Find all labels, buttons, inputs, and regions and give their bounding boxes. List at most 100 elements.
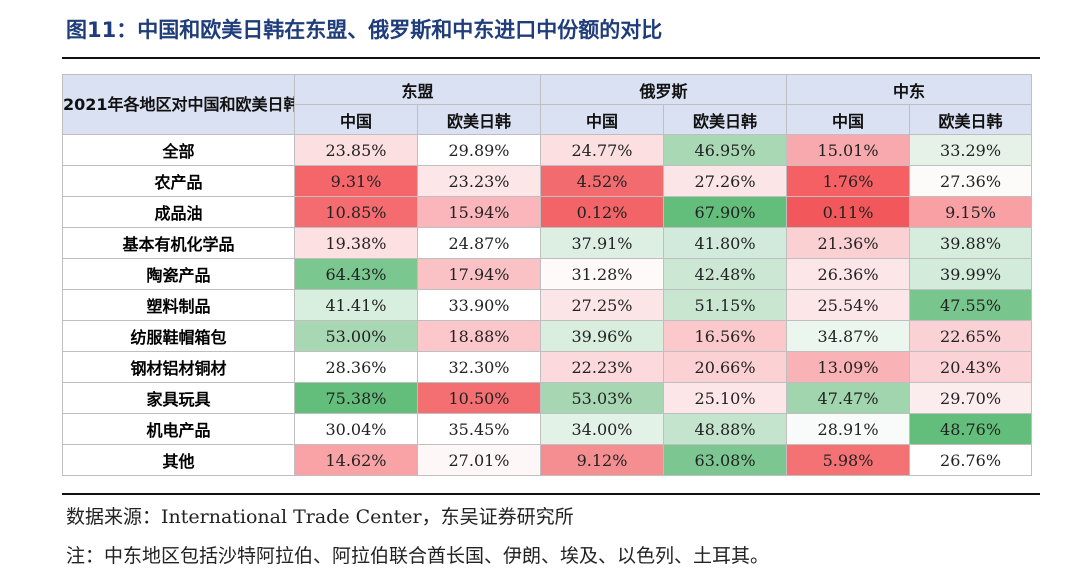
table-row: 机电产品 30.04% 35.45% 34.00% 48.88% 28.91% … [62, 413, 1033, 445]
table-row: 成品油 10.85% 15.94% 0.12% 67.90% 0.11% 9.1… [62, 196, 1033, 228]
share-cell: 10.85% [294, 196, 418, 228]
share-cell: 29.70% [909, 382, 1033, 414]
share-cell: 1.76% [786, 165, 911, 197]
share-cell: 51.15% [663, 289, 788, 321]
share-cell: 5.98% [786, 444, 911, 476]
top-rule [62, 57, 1040, 59]
share-cell: 35.45% [416, 413, 542, 445]
share-cell: 29.89% [416, 134, 542, 166]
row-label: 陶瓷产品 [62, 258, 295, 290]
share-cell: 4.52% [540, 165, 665, 197]
sub-header-row: 中国 欧美日韩 中国 欧美日韩 中国 欧美日韩 [63, 104, 1033, 135]
region-header-asean: 东盟 [293, 74, 542, 105]
share-cell: 37.91% [540, 227, 665, 259]
share-cell: 24.87% [416, 227, 542, 259]
sub-header-china: 中国 [294, 104, 418, 135]
share-cell: 27.36% [909, 165, 1033, 197]
region-header-row: 2021年各地区对中国和欧美日韩进口份额 东盟 俄罗斯 中东 [62, 74, 1033, 135]
share-cell: 30.04% [294, 413, 418, 445]
region-header-middle-east: 中东 [786, 74, 1033, 105]
share-cell: 19.38% [294, 227, 418, 259]
share-cell: 14.62% [294, 444, 418, 476]
share-cell: 48.88% [663, 413, 788, 445]
share-cell: 9.15% [909, 196, 1033, 228]
share-cell: 31.28% [540, 258, 665, 290]
share-cell: 22.23% [540, 351, 665, 383]
sub-header-west: 欧美日韩 [663, 104, 788, 135]
share-cell: 34.00% [540, 413, 665, 445]
share-cell: 47.55% [909, 289, 1033, 321]
share-cell: 21.36% [786, 227, 911, 259]
share-cell: 27.26% [663, 165, 788, 197]
row-label: 其他 [62, 444, 295, 476]
share-cell: 24.77% [540, 134, 665, 166]
sub-header-west: 欧美日韩 [416, 104, 542, 135]
share-cell: 13.09% [786, 351, 911, 383]
bottom-rule [62, 493, 1040, 495]
table-row: 基本有机化学品 19.38% 24.87% 37.91% 41.80% 21.3… [62, 227, 1033, 259]
share-cell: 15.01% [786, 134, 911, 166]
share-cell: 53.00% [294, 320, 418, 352]
share-cell: 63.08% [663, 444, 788, 476]
share-cell: 42.48% [663, 258, 788, 290]
share-cell: 22.65% [909, 320, 1033, 352]
share-cell: 9.31% [294, 165, 418, 197]
table-row: 纺服鞋帽箱包 53.00% 18.88% 39.96% 16.56% 34.87… [62, 320, 1033, 352]
share-cell: 26.76% [909, 444, 1033, 476]
share-cell: 39.88% [909, 227, 1033, 259]
row-label: 机电产品 [62, 413, 295, 445]
share-cell: 53.03% [540, 382, 665, 414]
sub-header-west: 欧美日韩 [909, 104, 1033, 135]
share-cell: 67.90% [663, 196, 788, 228]
table-row: 全部 23.85% 29.89% 24.77% 46.95% 15.01% 33… [62, 134, 1033, 166]
share-cell: 48.76% [909, 413, 1033, 445]
share-cell: 26.36% [786, 258, 911, 290]
share-cell: 47.47% [786, 382, 911, 414]
row-label: 塑料制品 [62, 289, 295, 321]
share-cell: 0.11% [786, 196, 911, 228]
table-row: 陶瓷产品 64.43% 17.94% 31.28% 42.48% 26.36% … [62, 258, 1033, 290]
share-cell: 39.96% [540, 320, 665, 352]
sub-header-china: 中国 [540, 104, 665, 135]
table-row: 其他 14.62% 27.01% 9.12% 63.08% 5.98% 26.7… [62, 444, 1033, 476]
note-line: 注：中东地区包括沙特阿拉伯、阿拉伯联合酋长国、伊朗、埃及、以色列、土耳其。 [66, 545, 770, 567]
share-cell: 75.38% [294, 382, 418, 414]
share-cell: 0.12% [540, 196, 665, 228]
share-cell: 17.94% [416, 258, 542, 290]
table-row: 农产品 9.31% 23.23% 4.52% 27.26% 1.76% 27.3… [62, 165, 1033, 197]
table-row: 塑料制品 41.41% 33.90% 27.25% 51.15% 25.54% … [62, 289, 1033, 321]
figure-title: 图11：中国和欧美日韩在东盟、俄罗斯和中东进口中份额的对比 [66, 18, 663, 42]
row-label: 家具玩具 [62, 382, 295, 414]
share-cell: 9.12% [540, 444, 665, 476]
table-row: 钢材铝材铜材 28.36% 32.30% 22.23% 20.66% 13.09… [62, 351, 1033, 383]
share-cell: 25.54% [786, 289, 911, 321]
row-label: 全部 [62, 134, 295, 166]
share-cell: 18.88% [416, 320, 542, 352]
share-cell: 25.10% [663, 382, 788, 414]
row-label: 钢材铝材铜材 [62, 351, 295, 383]
share-cell: 28.91% [786, 413, 911, 445]
corner-label: 2021年各地区对中国和欧美日韩进口份额 [62, 74, 295, 135]
import-share-table: 2021年各地区对中国和欧美日韩进口份额 东盟 俄罗斯 中东 中国 欧美日韩 中… [62, 74, 1033, 476]
row-label: 基本有机化学品 [62, 227, 295, 259]
share-cell: 46.95% [663, 134, 788, 166]
share-cell: 10.50% [416, 382, 542, 414]
share-cell: 28.36% [294, 351, 418, 383]
row-label: 成品油 [62, 196, 295, 228]
share-cell: 33.29% [909, 134, 1033, 166]
region-header-russia: 俄罗斯 [540, 74, 788, 105]
share-cell: 34.87% [786, 320, 911, 352]
share-cell: 16.56% [663, 320, 788, 352]
share-cell: 20.43% [909, 351, 1033, 383]
source-line: 数据来源：International Trade Center，东吴证券研究所 [66, 506, 574, 528]
table-row: 家具玩具 75.38% 10.50% 53.03% 25.10% 47.47% … [62, 382, 1033, 414]
share-cell: 27.25% [540, 289, 665, 321]
share-cell: 32.30% [416, 351, 542, 383]
share-cell: 41.41% [294, 289, 418, 321]
share-cell: 23.23% [416, 165, 542, 197]
row-label: 纺服鞋帽箱包 [62, 320, 295, 352]
row-label: 农产品 [62, 165, 295, 197]
share-cell: 33.90% [416, 289, 542, 321]
share-cell: 41.80% [663, 227, 788, 259]
sub-header-china: 中国 [786, 104, 911, 135]
